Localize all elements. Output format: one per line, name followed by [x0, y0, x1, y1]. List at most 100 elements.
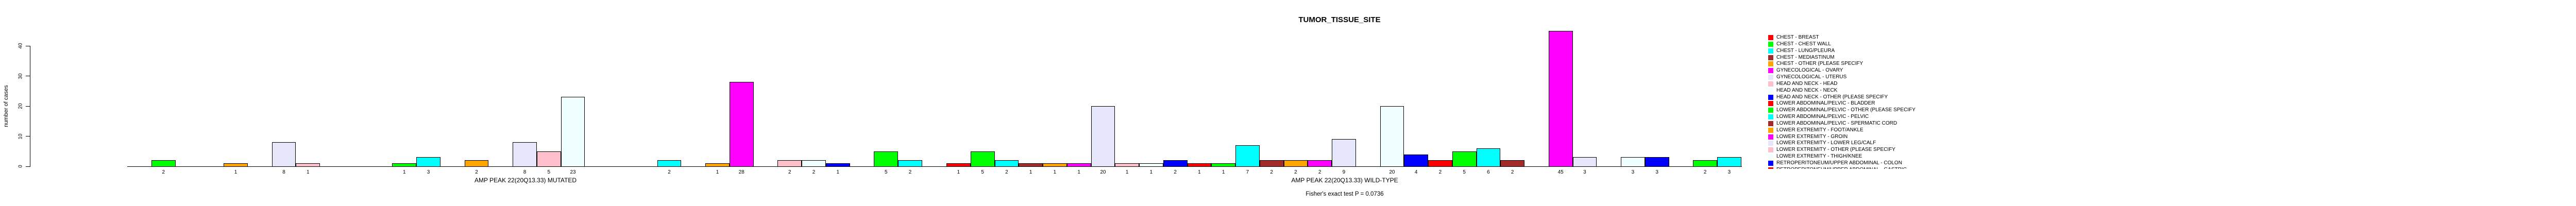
legend-item: HEAD AND NECK - HEAD	[1768, 81, 2036, 88]
bar-value-label: 3	[1727, 169, 1731, 175]
bar-value-label: 6	[1487, 169, 1490, 175]
bar-value-label: 5	[1463, 169, 1466, 175]
bar	[1066, 163, 1091, 167]
legend-item: LOWER EXTREMITY - OTHER (PLEASE SPECIFY	[1768, 147, 2036, 153]
bar-value-label: 2	[908, 169, 912, 175]
chart-title: TUMOR_TISSUE_SITE	[1298, 15, 1381, 24]
bar-value-label: 2	[812, 169, 816, 175]
x-axis-baseline	[127, 166, 1742, 167]
bar	[513, 142, 537, 167]
bar-value-label: 2	[1703, 169, 1707, 175]
legend-item: CHEST - MEDIASTINUM	[1768, 55, 2036, 61]
bar	[1283, 160, 1308, 167]
y-axis-tick-label: 40	[18, 43, 24, 49]
legend-label: LOWER EXTREMITY - OTHER (PLEASE SPECIFY	[1776, 147, 1895, 153]
bar	[151, 160, 176, 167]
y-axis-title: number of cases	[3, 85, 9, 127]
bar	[1452, 151, 1477, 167]
bar	[1621, 157, 1645, 167]
bar	[729, 82, 754, 167]
bar	[1645, 157, 1669, 167]
legend-swatch	[1768, 154, 1773, 160]
bar-value-label: 1	[1125, 169, 1129, 175]
legend-item: LOWER EXTREMITY - THIGH/KNEE	[1768, 154, 2036, 160]
bar	[1476, 148, 1501, 167]
bar	[1548, 31, 1573, 167]
bar-value-label: 5	[885, 169, 888, 175]
bar-value-label: 2	[1438, 169, 1442, 175]
bar	[1019, 163, 1043, 167]
legend-label: LOWER EXTREMITY - GROIN	[1776, 133, 1848, 140]
bar	[874, 151, 899, 167]
bar	[561, 97, 585, 167]
y-axis-tick-label: 0	[18, 165, 24, 168]
legend-swatch	[1768, 35, 1773, 40]
legend-swatch	[1768, 68, 1773, 74]
bar-value-label: 20	[1100, 169, 1106, 175]
bar	[1572, 157, 1597, 167]
legend-item: LOWER EXTREMITY - LOWER LEG/CALF	[1768, 141, 2036, 147]
bar-value-label: 1	[403, 169, 406, 175]
legend-label: GYNECOLOGICAL - OVARY	[1776, 67, 1843, 74]
legend-label: RETROPERITONEUM/UPPER ABDOMINAL - COLON	[1776, 160, 1902, 166]
bar	[1043, 163, 1067, 167]
legend-swatch	[1768, 147, 1773, 153]
y-axis-tick-mark	[26, 106, 30, 107]
bar	[802, 160, 826, 167]
bar	[1717, 157, 1741, 167]
bar-value-label: 7	[1246, 169, 1249, 175]
legend-label: LOWER ABDOMINAL/PELVIC - OTHER (PLEASE S…	[1776, 107, 1916, 113]
bar-value-label: 1	[234, 169, 238, 175]
bar-value-label: 1	[1198, 169, 1201, 175]
legend-item: RETROPERITONEUM/UPPER ABDOMINAL - GASTRI…	[1768, 167, 2036, 169]
legend-item: LOWER ABDOMINAL/PELVIC - SPERMATIC CORD	[1768, 121, 2036, 127]
bar	[1332, 139, 1356, 167]
bar	[994, 160, 1019, 167]
legend-item: LOWER ABDOMINAL/PELVIC - PELVIC	[1768, 114, 2036, 121]
bar-value-label: 3	[1583, 169, 1586, 175]
legend-swatch	[1768, 61, 1773, 67]
bar-value-label: 20	[1389, 169, 1395, 175]
legend-label: CHEST - OTHER (PLEASE SPECIFY	[1776, 61, 1863, 67]
legend-swatch	[1768, 55, 1773, 60]
legend-label: CHEST - CHEST WALL	[1776, 41, 1831, 47]
bar	[1163, 160, 1188, 167]
bar-value-label: 8	[523, 169, 527, 175]
legend-item: LOWER EXTREMITY - FOOT/ANKLE	[1768, 127, 2036, 134]
bar-value-label: 3	[1631, 169, 1635, 175]
legend-item: GYNECOLOGICAL - UTERUS	[1768, 75, 2036, 81]
legend: CHEST - BREAST CHEST - CHEST WALL CHEST - …	[1768, 35, 2036, 169]
legend-label: CHEST - MEDIASTINUM	[1776, 54, 1835, 60]
legend-item: LOWER ABDOMINAL/PELVIC - BLADDER	[1768, 101, 2036, 107]
legend-item: CHEST - LUNG/PLEURA	[1768, 48, 2036, 55]
legend-swatch	[1768, 41, 1773, 47]
bar-value-label: 1	[307, 169, 310, 175]
bar-value-label: 1	[1029, 169, 1032, 175]
fisher-test-annotation: Fisher's exact test P = 0.0736	[1306, 191, 1384, 197]
legend-label: LOWER ABDOMINAL/PELVIC - BLADDER	[1776, 100, 1875, 107]
legend-swatch	[1768, 108, 1773, 113]
bar-value-label: 1	[1077, 169, 1080, 175]
legend-swatch	[1768, 81, 1773, 87]
bar-value-label: 1	[716, 169, 719, 175]
bar	[705, 163, 730, 167]
bar-value-label: 2	[788, 169, 791, 175]
bar	[1211, 163, 1235, 167]
bar	[392, 163, 417, 167]
bar	[1139, 163, 1163, 167]
bar	[536, 151, 561, 167]
bar	[946, 163, 971, 167]
bar-value-label: 28	[738, 169, 744, 175]
bar-value-label: 1	[1053, 169, 1057, 175]
legend-item: RETROPERITONEUM/UPPER ABDOMINAL - COLON	[1768, 160, 2036, 167]
bar	[464, 160, 489, 167]
legend-item: HEAD AND NECK - NECK	[1768, 88, 2036, 94]
bar-value-label: 1	[1149, 169, 1153, 175]
bar-value-label: 3	[427, 169, 430, 175]
legend-swatch	[1768, 114, 1773, 120]
bar-value-label: 2	[1511, 169, 1514, 175]
legend-swatch	[1768, 167, 1773, 169]
bar-value-label: 2	[1005, 169, 1008, 175]
bar	[657, 160, 682, 167]
